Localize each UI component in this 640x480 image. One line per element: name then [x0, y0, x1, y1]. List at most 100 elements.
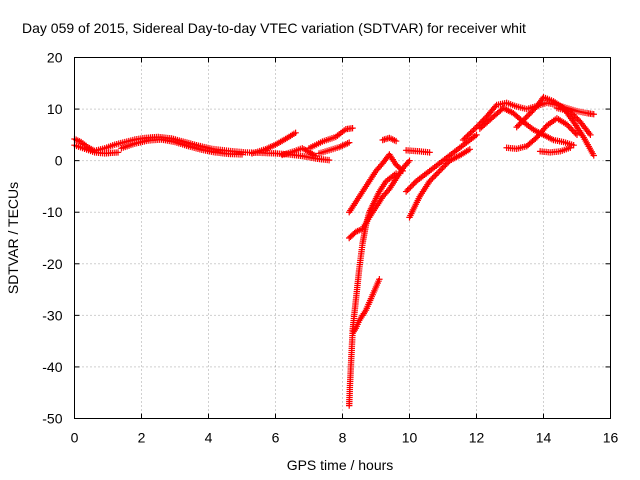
data-point-plus: [426, 149, 433, 156]
data-point-plus: [426, 178, 433, 185]
data-marks: [71, 94, 597, 409]
data-point-plus: [567, 144, 574, 151]
data-point-plus: [462, 133, 470, 141]
data-point-plus: [526, 110, 533, 118]
data-point-plus: [492, 103, 499, 110]
data-point-plus: [404, 186, 411, 194]
series-s8: [346, 276, 383, 409]
data-point-plus: [473, 131, 480, 139]
data-point-plus: [439, 164, 446, 172]
data-point-plus: [427, 176, 435, 183]
x-tick-label: 0: [71, 430, 79, 446]
data-point-plus: [470, 126, 477, 134]
series-s10: [346, 157, 413, 242]
series-s12: [379, 134, 400, 145]
data-point-plus: [530, 106, 538, 113]
series-s14: [402, 131, 480, 195]
data-point-plus: [570, 141, 577, 149]
data-point-plus: [410, 181, 417, 188]
data-point-plus: [433, 170, 440, 178]
y-axis-label: SDTVAR / TECUs: [5, 182, 21, 294]
data-point-plus: [565, 122, 572, 130]
series-s13: [406, 146, 473, 221]
series-s15: [402, 147, 433, 156]
x-tick-label: 8: [339, 430, 347, 446]
data-point-plus: [406, 157, 413, 164]
series-s5: [279, 145, 319, 160]
x-tick-label: 16: [603, 430, 619, 446]
data-point-plus: [568, 109, 575, 117]
data-point-plus: [436, 167, 443, 175]
data-point-plus: [569, 111, 577, 118]
data-point-plus: [325, 156, 333, 164]
data-point-plus: [376, 276, 383, 283]
chart-title: Day 059 of 2015, Sidereal Day-to-day VTE…: [22, 20, 526, 36]
data-point-plus: [519, 118, 526, 125]
series-s4: [248, 129, 299, 157]
data-point-plus: [405, 185, 413, 192]
data-point-plus: [567, 108, 574, 115]
y-tick-label: -30: [42, 307, 62, 323]
series-s6: [305, 124, 356, 152]
data-point-plus: [590, 111, 597, 118]
series-s19: [503, 115, 581, 152]
data-point-plus: [517, 119, 525, 126]
series-s18: [513, 94, 597, 159]
data-point-plus: [529, 107, 536, 115]
series-s2: [71, 141, 122, 157]
data-point-plus: [563, 121, 571, 128]
x-axis-label: GPS time / hours: [287, 457, 394, 473]
x-tick-label: 12: [469, 430, 485, 446]
data-point-plus: [468, 128, 476, 135]
axis-ticks: 0 2 4 6 8 10 12 14 16 -50 -40 -30 -20 -10 0 10 20: [42, 50, 618, 446]
data-point-plus: [440, 163, 448, 170]
data-point-plus: [516, 120, 523, 128]
x-tick-label: 6: [272, 430, 280, 446]
data-point-plus: [520, 116, 528, 123]
data-point-plus: [569, 127, 576, 134]
series-s11: [346, 151, 406, 216]
data-point-plus: [480, 116, 487, 123]
data-point-plus: [443, 160, 451, 167]
data-point-plus: [572, 130, 579, 137]
series-s9: [349, 170, 400, 335]
grid-lines: [74, 57, 611, 419]
data-point-plus: [442, 161, 449, 169]
data-point-plus: [408, 182, 416, 189]
x-tick-label: 2: [138, 430, 146, 446]
data-point-plus: [523, 113, 530, 121]
data-point-plus: [392, 137, 400, 145]
data-point-plus: [114, 149, 122, 156]
data-point-plus: [238, 151, 246, 158]
data-point-plus: [464, 132, 471, 139]
plot-frame: [74, 57, 611, 419]
data-point-plus: [432, 172, 439, 179]
data-point-plus: [465, 131, 473, 138]
y-tick-label: 20: [47, 50, 63, 66]
data-point-plus: [429, 175, 436, 182]
data-point-plus: [513, 123, 520, 131]
data-point-plus: [461, 135, 468, 142]
data-point-plus: [524, 112, 532, 119]
y-tick-label: -40: [42, 359, 62, 375]
data-point-plus: [437, 166, 445, 173]
data-point-plus: [399, 167, 406, 175]
data-point-plus: [407, 183, 414, 191]
series-s21: [553, 104, 594, 139]
data-point-plus: [411, 179, 418, 186]
data-point-plus: [571, 112, 578, 120]
data-point-plus: [430, 173, 438, 181]
data-point-plus: [572, 114, 580, 121]
data-point-plus: [522, 115, 529, 122]
y-tick-label: 10: [47, 101, 63, 117]
series-s20: [536, 144, 574, 156]
data-point-plus: [568, 125, 575, 133]
data-point-plus: [467, 129, 474, 137]
data-point-plus: [466, 146, 473, 153]
x-tick-label: 10: [402, 430, 418, 446]
data-point-plus: [514, 122, 522, 129]
y-tick-label: -50: [42, 411, 62, 427]
data-point-plus: [312, 152, 319, 160]
x-tick-label: 14: [536, 430, 552, 446]
